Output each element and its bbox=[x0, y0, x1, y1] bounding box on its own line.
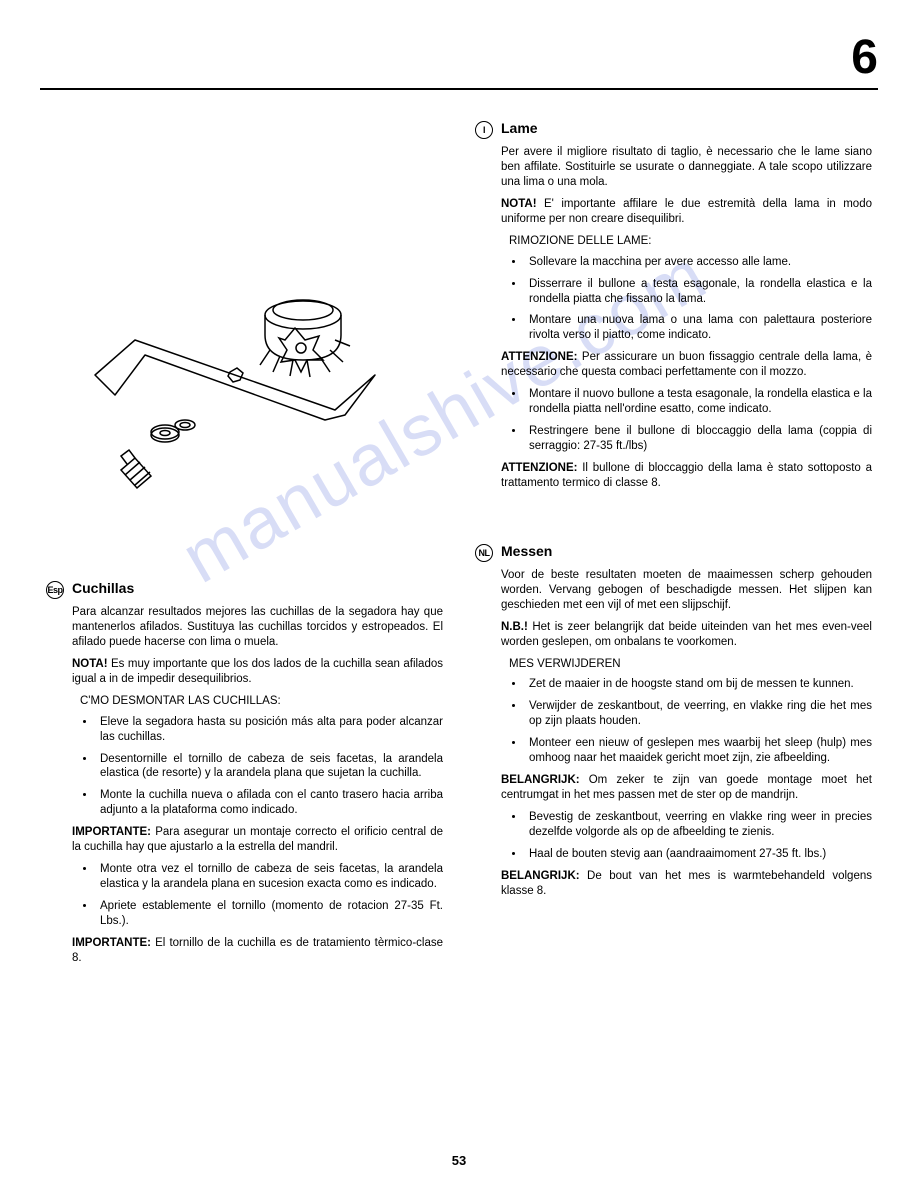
section-spanish: Esp Cuchillas Para alcanzar resultados m… bbox=[46, 580, 443, 966]
important-label: IMPORTANTE: bbox=[72, 937, 151, 949]
list-item: Sollevare la macchina per avere accesso … bbox=[525, 255, 872, 270]
section-title-dutch: Messen bbox=[501, 543, 552, 559]
section-body-dutch: Voor de beste resultaten moeten de maaim… bbox=[475, 568, 872, 899]
blade-diagram bbox=[85, 280, 405, 500]
attenzione-label: ATTENZIONE: bbox=[501, 351, 577, 363]
chapter-number: 6 bbox=[851, 30, 878, 85]
bullets-dutch-2: Bevestig de zeskantbout, veerring en vla… bbox=[501, 810, 872, 862]
list-item: Bevestig de zeskantbout, veerring en vla… bbox=[525, 810, 872, 840]
list-item: Montare il nuovo bullone a testa esagona… bbox=[525, 387, 872, 417]
attenzione-paragraph: ATTENZIONE: Il bullone di bloccaggio del… bbox=[501, 461, 872, 491]
section-title-spanish: Cuchillas bbox=[72, 580, 134, 596]
subhead-italian: RIMOZIONE DELLE LAME: bbox=[509, 234, 872, 249]
section-italian: I Lame Per avere il migliore risultato d… bbox=[475, 120, 872, 491]
list-item: Zet de maaier in de hoogste stand om bij… bbox=[525, 677, 872, 692]
nota-text: E' importante affilare le due estremità … bbox=[501, 198, 872, 225]
spacer bbox=[475, 513, 872, 543]
list-item: Monteer een nieuw of geslepen mes waarbi… bbox=[525, 736, 872, 766]
belangrijk-paragraph: BELANGRIJK: Om zeker te zijn van goede m… bbox=[501, 773, 872, 803]
section-body-italian: Per avere il migliore risultato di tagli… bbox=[475, 145, 872, 491]
important-label: IMPORTANTE: bbox=[72, 826, 151, 838]
lang-badge-nl: NL bbox=[475, 544, 493, 562]
right-column: I Lame Per avere il migliore risultato d… bbox=[475, 120, 878, 988]
subhead-spanish: C'MO DESMONTAR LAS CUCHILLAS: bbox=[80, 694, 443, 709]
list-item: Desentornille el tornillo de cabeza de s… bbox=[96, 752, 443, 782]
attenzione-label: ATTENZIONE: bbox=[501, 462, 577, 474]
bullets-italian-2: Montare il nuovo bullone a testa esagona… bbox=[501, 387, 872, 454]
section-header-spanish: Esp Cuchillas bbox=[46, 580, 443, 599]
section-title-italian: Lame bbox=[501, 120, 538, 136]
left-column: Esp Cuchillas Para alcanzar resultados m… bbox=[40, 120, 443, 988]
bullets-italian-1: Sollevare la macchina per avere accesso … bbox=[501, 255, 872, 344]
bullets-dutch-1: Zet de maaier in de hoogste stand om bij… bbox=[501, 677, 872, 766]
subhead-dutch: MES VERWIJDEREN bbox=[509, 657, 872, 672]
content-area: Esp Cuchillas Para alcanzar resultados m… bbox=[40, 120, 878, 988]
section-body-spanish: Para alcanzar resultados mejores las cuc… bbox=[46, 605, 443, 966]
list-item: Verwijder de zeskantbout, de veerring, e… bbox=[525, 699, 872, 729]
list-item: Disserrare il bullone a testa esagonale,… bbox=[525, 277, 872, 307]
nota-text: Es muy importante que los dos lados de l… bbox=[72, 658, 443, 685]
list-item: Restringere bene il bullone di bloccaggi… bbox=[525, 424, 872, 454]
intro-text: Para alcanzar resultados mejores las cuc… bbox=[72, 605, 443, 650]
bullets-spanish-2: Monte otra vez el tornillo de cabeza de … bbox=[72, 862, 443, 929]
section-header-italian: I Lame bbox=[475, 120, 872, 139]
intro-text: Voor de beste resultaten moeten de maaim… bbox=[501, 568, 872, 613]
belangrijk-label: BELANGRIJK: bbox=[501, 774, 580, 786]
belangrijk-paragraph: BELANGRIJK: De bout van het mes is warmt… bbox=[501, 869, 872, 899]
belangrijk-label: BELANGRIJK: bbox=[501, 870, 580, 882]
important-paragraph: IMPORTANTE: El tornillo de la cuchilla e… bbox=[72, 936, 443, 966]
header-rule bbox=[40, 88, 878, 90]
bullets-spanish-1: Eleve la segadora hasta su posición más … bbox=[72, 715, 443, 819]
attenzione-paragraph: ATTENZIONE: Per assicurare un buon fissa… bbox=[501, 350, 872, 380]
nota-label: NOTA! bbox=[501, 198, 537, 210]
list-item: Apriete establemente el tornillo (moment… bbox=[96, 899, 443, 929]
nota-label: NOTA! bbox=[72, 658, 108, 670]
intro-text: Per avere il migliore risultato di tagli… bbox=[501, 145, 872, 190]
nota-paragraph: NOTA! E' importante affilare le due estr… bbox=[501, 197, 872, 227]
nota-paragraph: NOTA! Es muy importante que los dos lado… bbox=[72, 657, 443, 687]
list-item: Monte la cuchilla nueva o afilada con el… bbox=[96, 788, 443, 818]
lang-badge-it: I bbox=[475, 121, 493, 139]
list-item: Haal de bouten stevig aan (aandraaimomen… bbox=[525, 847, 872, 862]
nb-paragraph: N.B.! Het is zeer belangrijk dat beide u… bbox=[501, 620, 872, 650]
lang-badge-esp: Esp bbox=[46, 581, 64, 599]
list-item: Eleve la segadora hasta su posición más … bbox=[96, 715, 443, 745]
section-header-dutch: NL Messen bbox=[475, 543, 872, 562]
important-paragraph: IMPORTANTE: Para asegurar un montaje cor… bbox=[72, 825, 443, 855]
page-number: 53 bbox=[0, 1153, 918, 1168]
section-dutch: NL Messen Voor de beste resultaten moete… bbox=[475, 543, 872, 899]
list-item: Monte otra vez el tornillo de cabeza de … bbox=[96, 862, 443, 892]
list-item: Montare una nuova lama o una lama con pa… bbox=[525, 313, 872, 343]
nb-text: Het is zeer belangrijk dat beide uiteind… bbox=[501, 621, 872, 648]
nb-label: N.B.! bbox=[501, 621, 528, 633]
